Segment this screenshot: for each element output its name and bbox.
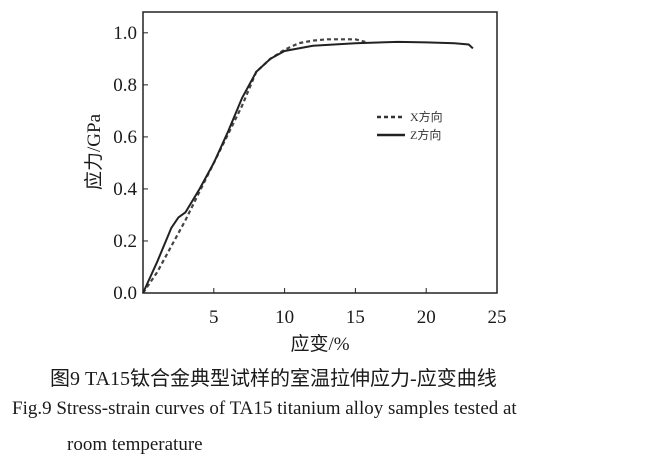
stress-strain-chart: 0.0 0.2 0.4 0.6 0.8 1.0 5 10 15 20 25 应变/% 应力/GPa… (83, 11, 507, 355)
y-tick-label: 0.8 (113, 75, 137, 96)
y-axis-label: 应力/GPa (83, 113, 105, 190)
legend: X方向 Z方向 (377, 109, 443, 142)
x-tick-label: 5 (209, 307, 219, 328)
y-tick-label: 1.0 (113, 23, 137, 44)
y-tick-label: 0.4 (113, 179, 137, 200)
x-tick-label: 15 (346, 307, 365, 328)
plot-frame (142, 11, 498, 294)
y-tick-label: 0.2 (113, 231, 137, 252)
y-tick-label: 0.6 (113, 127, 137, 148)
caption-en-line2: room temperature (67, 434, 203, 455)
legend-label-x: X方向 (410, 109, 443, 124)
x-axis-label: 应变/% (290, 333, 349, 355)
y-tick-label: 0.0 (113, 283, 137, 304)
x-tick-label: 25 (488, 307, 507, 328)
legend-label-z: Z方向 (410, 127, 441, 142)
series-line-z (142, 40, 474, 294)
caption-cn: 图9 TA15钛合金典型试样的室温拉伸应力-应变曲线 (50, 368, 497, 390)
caption-en-line1: Fig.9 Stress-strain curves of TA15 titan… (12, 398, 517, 419)
x-tick-label: 20 (417, 307, 436, 328)
x-tick-label: 10 (275, 307, 294, 328)
